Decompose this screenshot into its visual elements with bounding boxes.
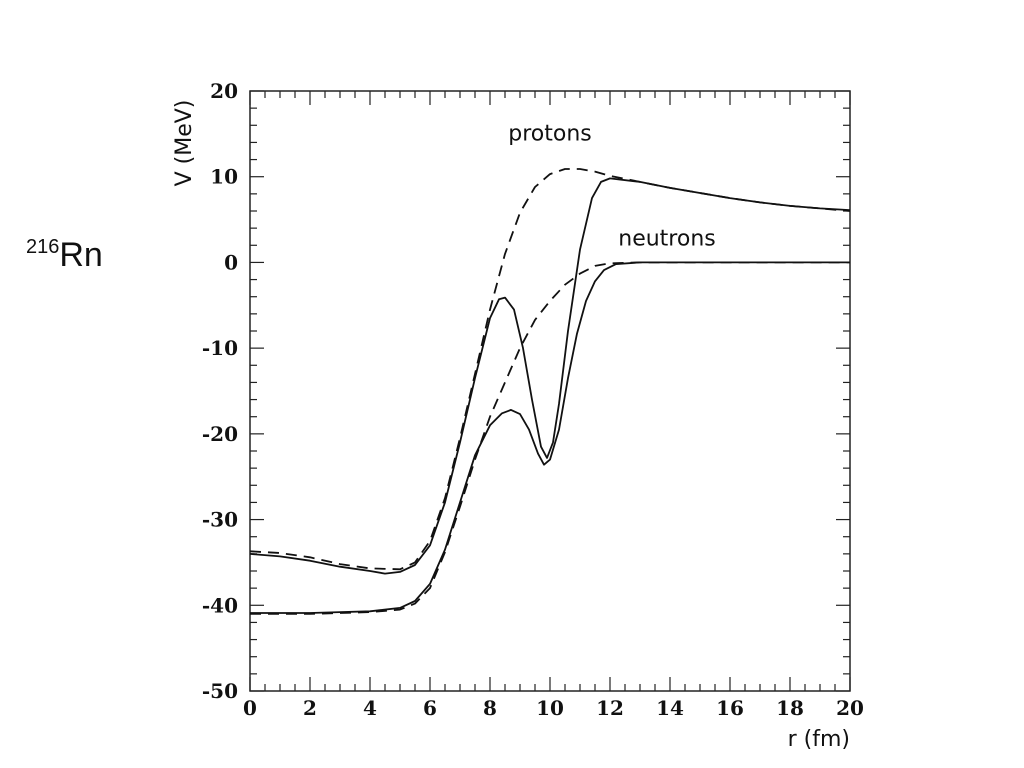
plot-frame xyxy=(249,90,851,692)
x-tick-label: 12 xyxy=(596,696,624,720)
chart-annotations: protons neutrons xyxy=(508,122,715,252)
x-tick-label: 20 xyxy=(836,696,864,720)
y-tick-label: -50 xyxy=(202,679,238,703)
annotation-2: neutrons xyxy=(618,226,715,251)
x-tick-label: 10 xyxy=(536,696,564,720)
y-tick-label: 10 xyxy=(210,165,238,189)
series-line-1-dashed xyxy=(249,168,851,571)
series-line-3-dashed xyxy=(250,261,850,615)
x-tick-label: 6 xyxy=(423,696,437,720)
x-tick-labels: 0 2 4 6 8 10 12 14 16 18 20 xyxy=(243,696,864,720)
x-tick-label: 14 xyxy=(656,696,684,720)
x-tick-label: 4 xyxy=(363,696,377,720)
y-tick-label: 0 xyxy=(224,250,238,274)
x-tick-label: 16 xyxy=(716,696,744,720)
x-tick-label: 18 xyxy=(776,696,804,720)
nucleus-symbol: Rn xyxy=(59,236,102,274)
series-line-4-solid xyxy=(250,261,850,614)
y-tick-label: -20 xyxy=(202,422,238,446)
y-tick-label: -10 xyxy=(202,336,238,360)
x-tick-label: 8 xyxy=(483,696,497,720)
y-tick-label: 20 xyxy=(210,79,238,103)
x-axis-title: r (fm) xyxy=(788,727,850,752)
nucleus-mass-number: 216 xyxy=(26,236,59,258)
y-axis-title: V (MeV) xyxy=(172,100,197,187)
x-tick-label: 0 xyxy=(243,696,257,720)
y-tick-label: -30 xyxy=(202,508,238,532)
x-tick-label: 2 xyxy=(303,696,317,720)
nucleus-label: 216Rn xyxy=(26,236,103,274)
series-lines xyxy=(249,168,851,615)
y-tick-labels: -50 -40 -30 -20 -10 0 10 20 xyxy=(202,79,238,703)
y-tick-label: -40 xyxy=(202,593,238,617)
series-line-2-solid xyxy=(249,177,851,575)
annotation-1: protons xyxy=(508,122,591,147)
axis-ticks xyxy=(249,90,851,692)
